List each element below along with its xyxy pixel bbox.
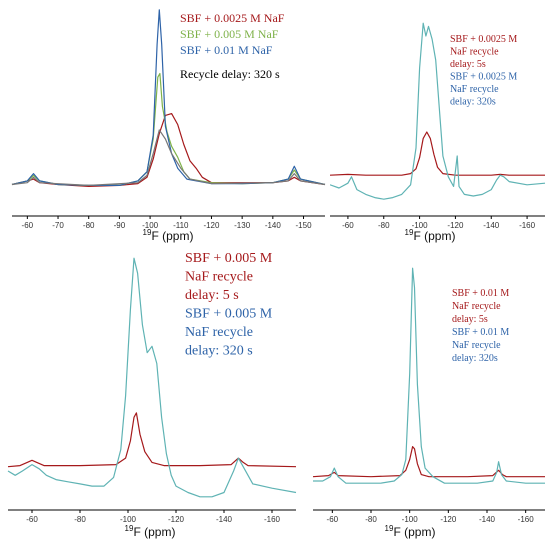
x-axis-label: 19F (ppm) [385, 524, 436, 539]
annotation-text: delay: 5s [452, 314, 488, 325]
x-tick-label: -60 [22, 221, 34, 230]
annotation-text: SBF + 0.005 M [185, 307, 273, 322]
series-line [330, 131, 545, 176]
annotation-text: SBF + 0.01 M [452, 327, 509, 338]
series-line [313, 267, 545, 484]
annotation-text: NaF recycle [452, 340, 501, 351]
x-tick-label: -160 [264, 515, 281, 524]
annotation-text: SBF + 0.005 M NaF [180, 27, 279, 41]
annotation-text: delay: 320 s [185, 344, 253, 359]
x-tick-label: -100 [142, 221, 159, 230]
series-line [7, 412, 297, 468]
x-tick-label: -120 [447, 221, 464, 230]
x-axis-label: 19F (ppm) [405, 228, 456, 243]
annotation-text: SBF + 0.0025 M [450, 72, 517, 83]
x-tick-label: -100 [402, 515, 419, 524]
annotation-text: NaF recycle [185, 270, 253, 285]
x-tick-label: -100 [412, 221, 429, 230]
x-tick-label: -60 [26, 515, 38, 524]
x-tick-label: -140 [265, 221, 282, 230]
x-tick-label: -60 [342, 221, 354, 230]
panel-c-chart: -60 -80 -100 -120 -140 -160 19F (ppm) SBF + 0.0… [7, 251, 297, 539]
annotation-text: delay: 320s [450, 97, 496, 108]
x-tick-label: -80 [365, 515, 377, 524]
x-tick-label: -100 [120, 515, 137, 524]
x-tick-label: -80 [74, 515, 86, 524]
annotation-text: delay: 5 s [185, 288, 239, 303]
x-tick-label: -60 [327, 515, 339, 524]
series-line [7, 257, 297, 498]
annotation-text: SBF + 0.01 M NaF [180, 43, 273, 57]
x-tick-label: -120 [203, 221, 220, 230]
annotation-text: SBF + 0.0025 M NaF [180, 11, 285, 25]
x-axis-label: 19F (ppm) [125, 524, 176, 539]
annotation-text: SBF + 0.005 M [185, 251, 273, 266]
x-tick-label: -80 [378, 221, 390, 230]
x-tick-label: -80 [83, 221, 95, 230]
annotation-text: delay: 320s [452, 353, 498, 364]
annotation-text: SBF + 0.01 M [452, 288, 509, 299]
series-line [330, 22, 546, 200]
x-tick-label: -160 [519, 221, 536, 230]
panel-b-chart: -60 -80 -100 -120 -140 -160 19F (ppm) SBF + 0.0… [330, 22, 546, 243]
annotation-text: delay: 5s [450, 59, 486, 70]
panel-d-chart: -60 -80 -100 -120 -140 -160 19F (ppm) SBF + 0.0… [312, 267, 545, 539]
x-tick-label: -120 [440, 515, 457, 524]
annotation-text: NaF recycle [185, 325, 253, 340]
x-tick-label: -140 [483, 221, 500, 230]
series-line [11, 129, 326, 186]
x-tick-label: -140 [216, 515, 233, 524]
x-tick-label: -90 [114, 221, 126, 230]
annotation-text: NaF recycle [452, 301, 501, 312]
series-line [11, 113, 326, 187]
x-tick-label: -120 [168, 515, 185, 524]
x-tick-label: -70 [52, 221, 64, 230]
x-tick-label: -160 [518, 515, 535, 524]
x-tick-label: -110 [173, 221, 189, 230]
annotation-text: NaF recycle [450, 47, 499, 58]
x-tick-label: -130 [234, 221, 251, 230]
panel-a-chart: -60 -70 -80 -90 -100 -110 -120 -130 -140 -150 19F … [11, 9, 326, 243]
x-axis-label: 19F (ppm) [143, 228, 194, 243]
annotation-text: NaF recycle [450, 84, 499, 95]
series-line [11, 72, 326, 186]
x-tick-label: -150 [296, 221, 313, 230]
annotation-text: Recycle delay: 320 s [180, 67, 280, 81]
annotation-text: SBF + 0.0025 M [450, 34, 517, 45]
x-tick-label: -140 [479, 515, 496, 524]
